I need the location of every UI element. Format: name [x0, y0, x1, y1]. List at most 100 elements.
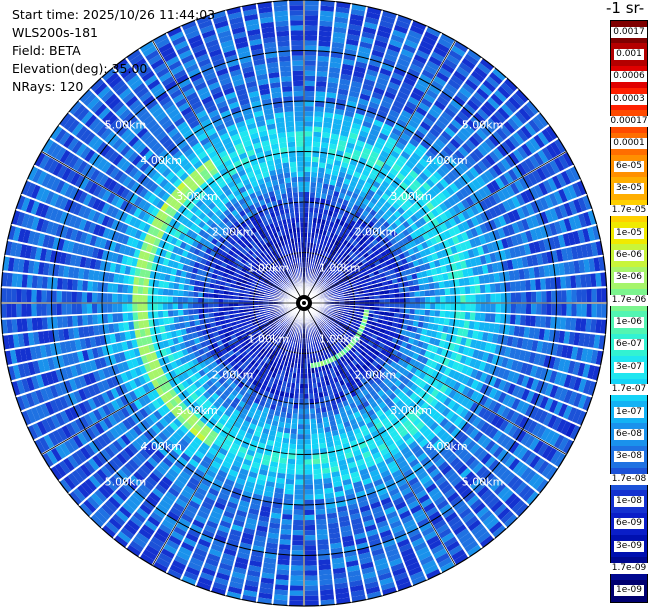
range-gate-cell: [596, 288, 602, 302]
range-gate-cell: [425, 178, 435, 188]
range-gate-cell: [352, 255, 359, 262]
range-gate-cell: [308, 388, 314, 394]
range-gate-cell: [412, 320, 419, 327]
range-gate-cell: [480, 294, 486, 303]
range-gate-cell: [309, 403, 315, 409]
range-gate-cell: [554, 386, 564, 400]
range-gate-cell: [295, 383, 300, 389]
range-gate-cell: [311, 227, 316, 234]
range-gate-cell: [461, 57, 476, 70]
range-gate-cell: [391, 278, 398, 284]
range-gate-cell: [505, 282, 511, 292]
range-gate-cell: [428, 146, 439, 157]
range-gate-cell: [334, 252, 340, 258]
range-gate-cell: [404, 199, 413, 208]
range-gate-cell: [363, 293, 370, 297]
range-gate-cell: [477, 62, 491, 75]
range-gate-cell: [521, 218, 530, 231]
range-gate-cell: [431, 208, 440, 218]
range-gate-cell: [399, 181, 409, 191]
range-gate-cell: [595, 272, 602, 287]
range-gate-cell: [345, 235, 352, 242]
range-gate-cell: [354, 243, 361, 250]
range-gate-cell: [358, 46, 372, 54]
range-gate-cell: [379, 299, 385, 303]
range-gate-cell: [313, 264, 317, 270]
range-gate-cell: [515, 193, 526, 206]
range-gate-cell: [439, 212, 448, 222]
range-gate-cell: [573, 260, 581, 274]
range-gate-cell: [329, 267, 335, 273]
range-gate-cell: [365, 11, 381, 20]
range-gate-cell: [311, 438, 319, 445]
range-gate-cell: [328, 72, 340, 79]
range-gate-cell: [558, 373, 568, 387]
range-gate-cell: [408, 286, 415, 292]
range-gate-cell: [343, 260, 349, 266]
range-gate-cell: [336, 213, 343, 220]
range-gate-cell: [462, 346, 470, 356]
range-gate-cell: [409, 297, 416, 303]
range-gate-cell: [332, 271, 338, 276]
range-gate-cell: [320, 142, 329, 149]
range-gate-cell: [384, 91, 396, 100]
range-gate-cell: [397, 91, 409, 101]
range-gate-cell: [558, 154, 569, 170]
range-gate-cell: [398, 252, 406, 260]
range-gate-cell: [479, 223, 488, 234]
range-gate-cell: [422, 232, 430, 241]
range-gate-cell: [577, 197, 587, 212]
range-gate-cell: [304, 227, 308, 233]
range-gate-cell: [545, 316, 552, 328]
range-gate-cell: [516, 337, 524, 349]
range-gate-cell: [407, 280, 414, 286]
range-gate-cell: [388, 205, 397, 214]
range-gate-cell: [331, 244, 337, 251]
range-gate-cell: [433, 354, 441, 363]
range-gate-cell: [468, 276, 475, 285]
range-gate-cell: [325, 431, 332, 438]
range-gate-cell: [345, 43, 358, 51]
range-gate-cell: [533, 328, 540, 340]
range-gate-cell: [416, 243, 424, 252]
range-gate-cell: [279, 544, 291, 551]
range-gate-cell: [499, 174, 510, 187]
range-gate-cell: [401, 81, 414, 92]
range-gate-cell: [393, 100, 405, 110]
range-gate-cell: [292, 524, 304, 531]
range-gate-cell: [304, 257, 307, 263]
range-gate-cell: [307, 237, 311, 243]
range-gate-cell: [548, 193, 559, 207]
range-gate-cell: [505, 303, 511, 314]
range-gate-cell: [297, 424, 304, 430]
range-gate-cell: [304, 136, 313, 142]
range-gate-cell: [351, 175, 359, 183]
range-gate-cell: [427, 323, 434, 330]
range-gate-cell: [407, 68, 421, 78]
range-gate-cell: [304, 545, 317, 551]
range-gate-cell: [369, 299, 375, 303]
range-gate-cell: [304, 368, 308, 374]
range-gate-cell: [515, 361, 524, 373]
range-gate-cell: [317, 544, 329, 551]
range-gate-cell: [291, 423, 298, 430]
range-gate-cell: [337, 261, 344, 268]
range-gate-cell: [512, 132, 525, 145]
range-gate-cell: [465, 139, 477, 151]
range-gate-cell: [507, 211, 516, 223]
range-gate-cell: [457, 345, 465, 354]
range-gate-cell: [304, 489, 314, 495]
range-gate-cell: [452, 327, 459, 335]
range-gate-cell: [549, 222, 558, 236]
range-gate-cell: [477, 144, 488, 157]
range-gate-cell: [417, 340, 424, 348]
range-gate-cell: [379, 20, 394, 29]
range-gate-cell: [447, 237, 455, 247]
range-gate-cell: [348, 250, 354, 257]
range-gate-cell: [443, 58, 458, 70]
range-gate-cell: [497, 107, 510, 120]
range-gate-cell: [398, 114, 410, 124]
range-gate-cell: [516, 257, 524, 269]
range-gate-cell: [295, 464, 304, 470]
range-gate-cell: [319, 250, 324, 256]
